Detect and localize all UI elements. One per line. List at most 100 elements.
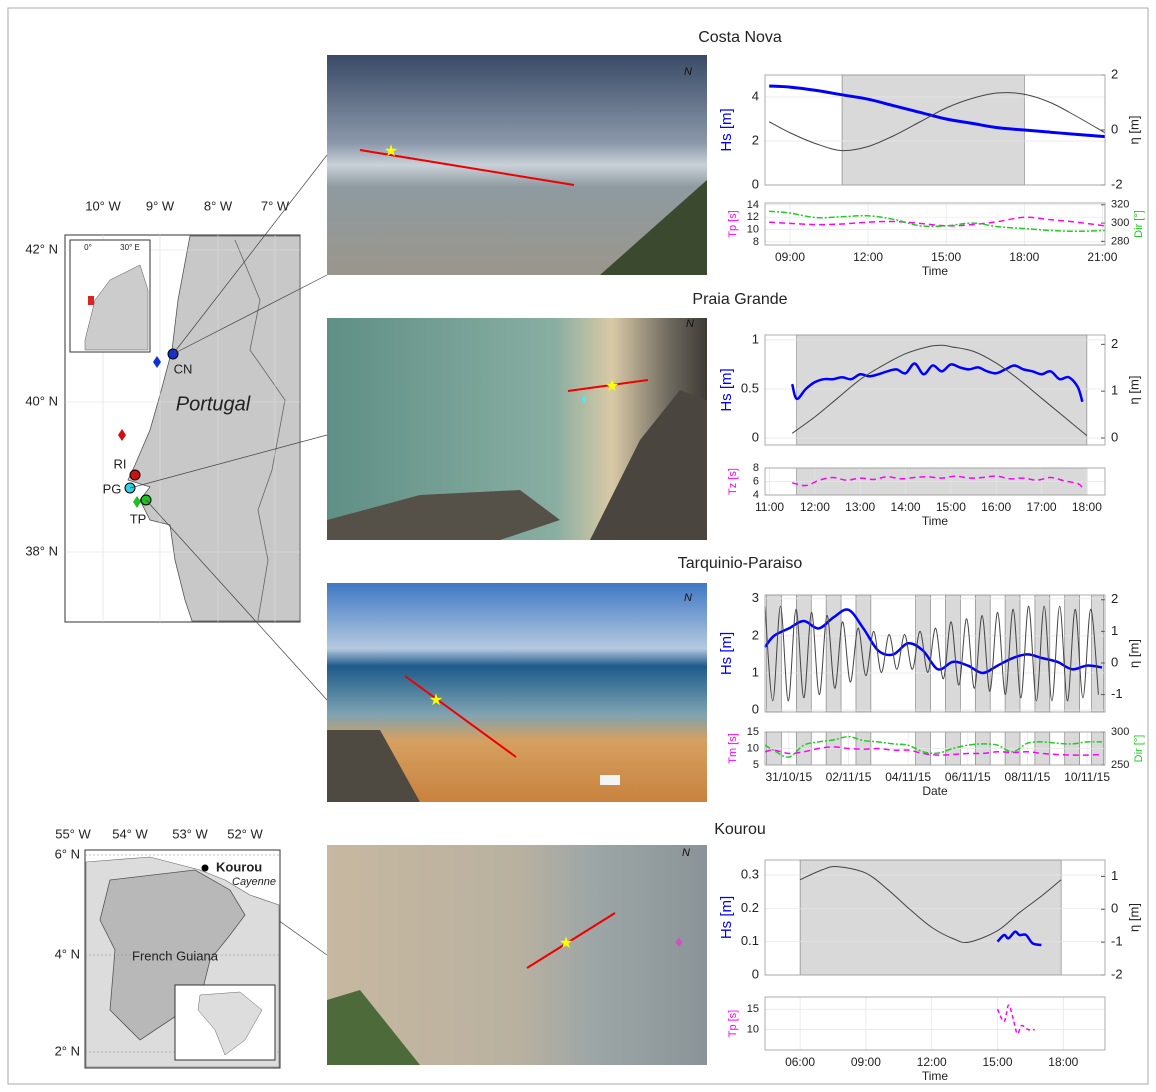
svg-text:★: ★ [605, 378, 619, 395]
photo: ★ ♦ N [327, 318, 707, 540]
y-tick-label: 0.5 [741, 380, 759, 395]
country-label: Portugal [176, 393, 251, 415]
y2-tick-label: 2 [1111, 66, 1118, 81]
y-tick-label: 1 [752, 664, 759, 679]
y2-tick-label: 1 [1111, 623, 1118, 638]
y2-tick-label: 2 [1111, 336, 1118, 351]
plot-area [765, 203, 1105, 245]
y-tick-label: 2 [752, 132, 759, 147]
x-tick-label: 15:00 [983, 1055, 1013, 1069]
x-tick-label: 15:00 [931, 250, 961, 264]
y2-tick-label: 1 [1111, 868, 1118, 883]
photo: ★ ♦ N [327, 845, 707, 1065]
shaded-period [1065, 595, 1080, 712]
y2-tick-label: 1 [1111, 383, 1118, 398]
y-axis-label: Hs [m] [718, 896, 735, 939]
x-tick-label: 13:00 [845, 500, 875, 514]
y-tick-label: 8 [753, 236, 759, 248]
lon-label: 55° W [55, 826, 91, 841]
y2-tick-label: 280 [1111, 235, 1129, 247]
site-title: Praia Grande [692, 291, 787, 308]
y2-tick-label: 2 [1111, 591, 1118, 606]
lat-label: 40° N [25, 393, 58, 408]
x-tick-label: 15:00 [936, 500, 966, 514]
photo: ★ N [327, 583, 707, 802]
photo: ★ N [327, 55, 707, 275]
x-axis-label: Time [922, 264, 949, 278]
y2-axis-label: Dir [°] [1133, 735, 1145, 763]
svg-text:♦: ♦ [581, 392, 587, 406]
lat-label: 42° N [25, 241, 58, 256]
site-title: Kourou [714, 821, 766, 838]
lon-label: 9° W [146, 198, 175, 213]
shaded-period [856, 595, 871, 712]
x-tick-label: 12:00 [853, 250, 883, 264]
x-tick-label: 18:00 [1048, 1055, 1078, 1069]
y-tick-label: 0.3 [741, 866, 759, 881]
y-axis-label: Tp [s] [727, 1010, 739, 1038]
lon-label: 8° W [204, 198, 233, 213]
y2-axis-label: η [m] [1126, 116, 1141, 145]
figure: Costa Nova Praia Grande Tarquinio-Parais… [0, 0, 1156, 1092]
compass: N [682, 847, 690, 859]
y-axis-label: Tp [s] [727, 210, 739, 238]
lat-label: 4° N [55, 946, 80, 961]
x-tick-label: 09:00 [775, 250, 805, 264]
x-tick-label: 31/10/15 [766, 770, 813, 784]
svg-text:♦: ♦ [675, 934, 683, 951]
y2-tick-label: 300 [1111, 726, 1129, 738]
y-tick-label: 1 [752, 331, 759, 346]
x-tick-label: 10/11/15 [1064, 770, 1110, 784]
y-tick-label: 10 [747, 742, 759, 754]
svg-text:★: ★ [384, 143, 398, 160]
x-tick-label: 02/11/15 [826, 770, 872, 784]
x-tick-label: 21:00 [1087, 250, 1117, 264]
y2-tick-label: 0 [1111, 654, 1118, 669]
y2-tick-label: 0 [1111, 429, 1118, 444]
x-tick-label: 04/11/15 [885, 770, 931, 784]
y-tick-label: 0 [752, 176, 759, 191]
shaded-period [916, 595, 931, 712]
svg-text:★: ★ [429, 692, 443, 709]
site-label: RI [114, 456, 127, 471]
plot-area [765, 997, 1105, 1050]
shaded-period [945, 595, 960, 712]
y2-tick-label: -2 [1111, 966, 1123, 981]
y-tick-label: 4 [752, 88, 759, 103]
lat-label: 38° N [25, 543, 58, 558]
y2-tick-label: 250 [1111, 759, 1129, 771]
inset-label: 0° [84, 243, 92, 252]
x-tick-label: 17:00 [1027, 500, 1057, 514]
y2-tick-label: 0 [1111, 901, 1118, 916]
y-tick-label: 10 [747, 223, 759, 235]
lon-label: 7° W [261, 198, 290, 213]
y2-tick-label: -1 [1111, 934, 1123, 949]
country-label: French Guiana [132, 948, 219, 963]
lon-label: 52° W [227, 826, 263, 841]
x-tick-label: 18:00 [1009, 250, 1039, 264]
x-tick-label: 06:00 [785, 1055, 815, 1069]
y-tick-label: 4 [753, 489, 759, 501]
y2-tick-label: 0 [1111, 121, 1118, 136]
y2-tick-label: -2 [1111, 176, 1123, 191]
x-tick-label: 09:00 [851, 1055, 881, 1069]
site-label: CN [174, 361, 193, 376]
site-title: Tarquinio-Paraiso [678, 555, 803, 572]
y-tick-label: 15 [747, 726, 759, 738]
y-tick-label: 0 [752, 702, 759, 717]
y-axis-label: Tm [s] [727, 733, 739, 764]
town-label: Cayenne [232, 876, 276, 888]
lat-label: 2° N [55, 1043, 80, 1058]
y-axis-label: Hs [m] [718, 368, 735, 411]
y-tick-label: 10 [747, 1024, 759, 1036]
y-axis-label: Hs [m] [718, 108, 735, 151]
shaded-period [797, 335, 1087, 445]
shaded-period [800, 860, 1061, 975]
inset-label: 30° E [120, 243, 140, 252]
y2-axis-label: η [m] [1126, 376, 1141, 405]
x-tick-label: 12:00 [800, 500, 830, 514]
compass: N [686, 318, 694, 330]
y-tick-label: 6 [753, 475, 759, 487]
site-title: Costa Nova [698, 29, 782, 46]
y-tick-label: 5 [753, 759, 759, 771]
